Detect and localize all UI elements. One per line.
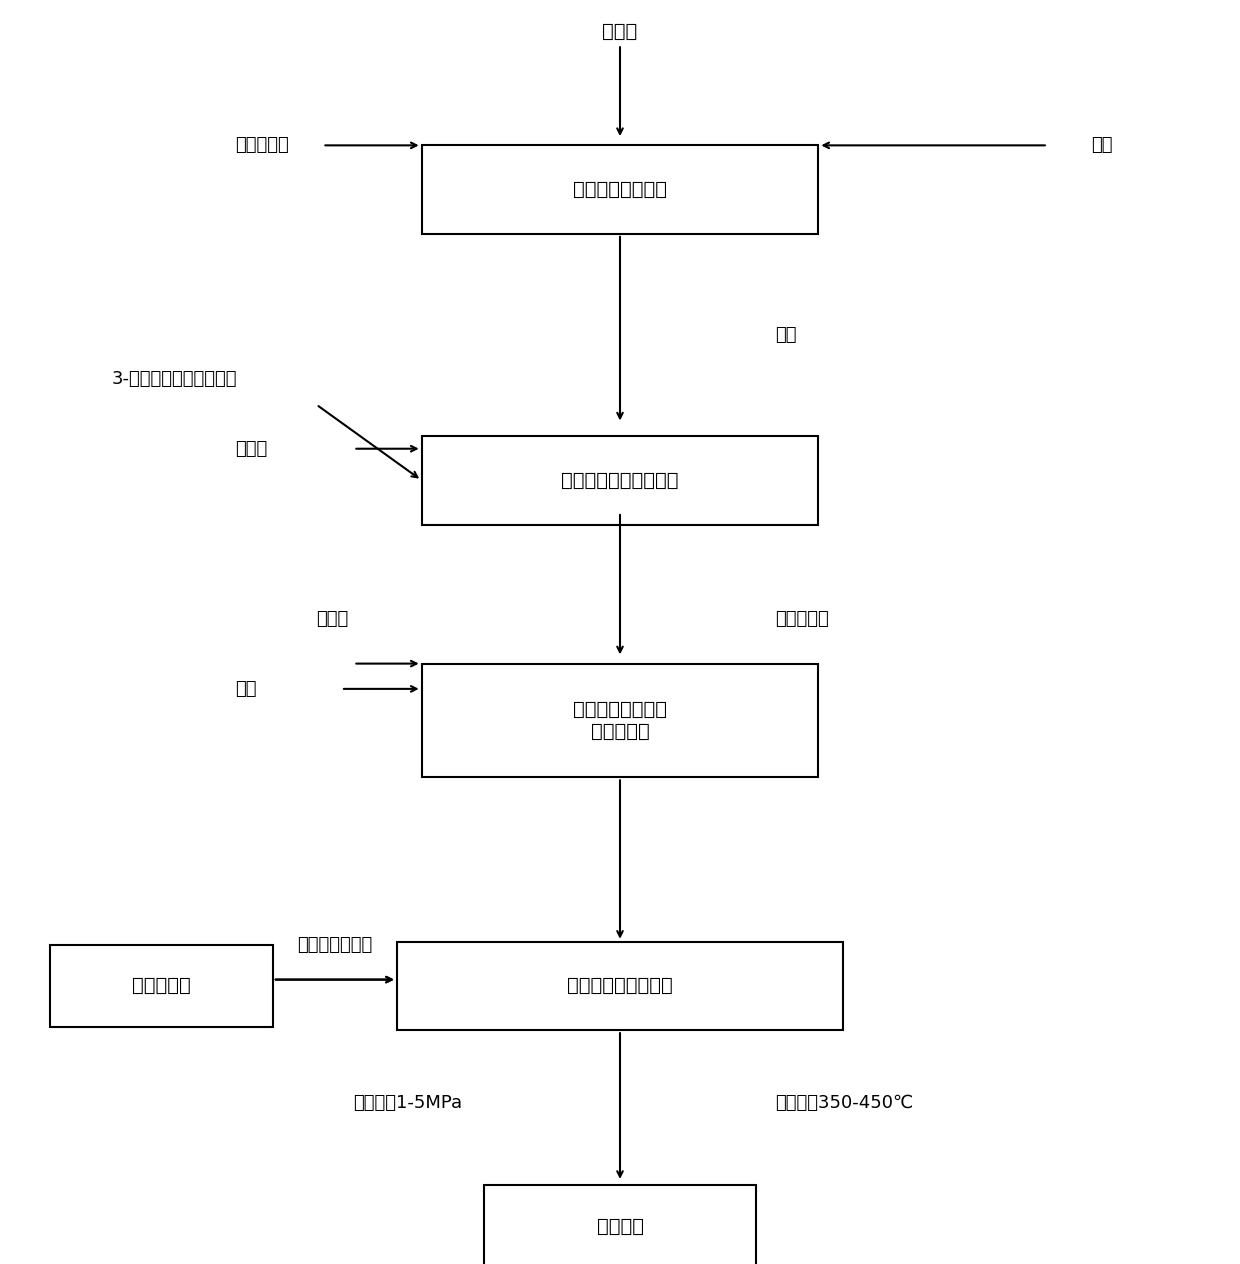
Text: 甲醇: 甲醇 xyxy=(1091,137,1112,154)
Text: 反应温度350-450℃: 反应温度350-450℃ xyxy=(775,1095,913,1112)
Text: 微藻生物质: 微藻生物质 xyxy=(131,976,191,996)
FancyBboxPatch shape xyxy=(50,945,273,1026)
Text: 均苯三甲酸: 均苯三甲酸 xyxy=(775,611,828,628)
Text: 微藻亚临界水热粗油: 微藻亚临界水热粗油 xyxy=(567,976,673,996)
Text: 硝酸镍: 硝酸镍 xyxy=(316,611,348,628)
Text: 镍基磺化沸石有机
骨架催化剂: 镍基磺化沸石有机 骨架催化剂 xyxy=(573,700,667,741)
Text: 硝酸钴: 硝酸钴 xyxy=(603,21,637,42)
FancyBboxPatch shape xyxy=(422,145,818,234)
Text: 航空燃油: 航空燃油 xyxy=(596,1216,644,1236)
FancyBboxPatch shape xyxy=(422,436,818,525)
Text: 乙醇: 乙醇 xyxy=(236,680,257,698)
Text: 3-巯基丙基三甲氧基硅烷: 3-巯基丙基三甲氧基硅烷 xyxy=(112,370,237,388)
Text: 亚临界水热提取: 亚临界水热提取 xyxy=(298,937,372,954)
FancyBboxPatch shape xyxy=(422,664,818,777)
Text: 磺化沸石咪唑金属骨架: 磺化沸石咪唑金属骨架 xyxy=(562,470,678,490)
FancyBboxPatch shape xyxy=(397,942,843,1030)
Text: 双氧水: 双氧水 xyxy=(236,440,268,458)
FancyBboxPatch shape xyxy=(484,1186,756,1264)
Text: 氢气压力1-5MPa: 氢气压力1-5MPa xyxy=(353,1095,463,1112)
Text: 沸石咪唑金属骨架: 沸石咪唑金属骨架 xyxy=(573,179,667,200)
Text: 甲苯: 甲苯 xyxy=(775,326,796,344)
Text: 二甲基咪唑: 二甲基咪唑 xyxy=(236,137,289,154)
